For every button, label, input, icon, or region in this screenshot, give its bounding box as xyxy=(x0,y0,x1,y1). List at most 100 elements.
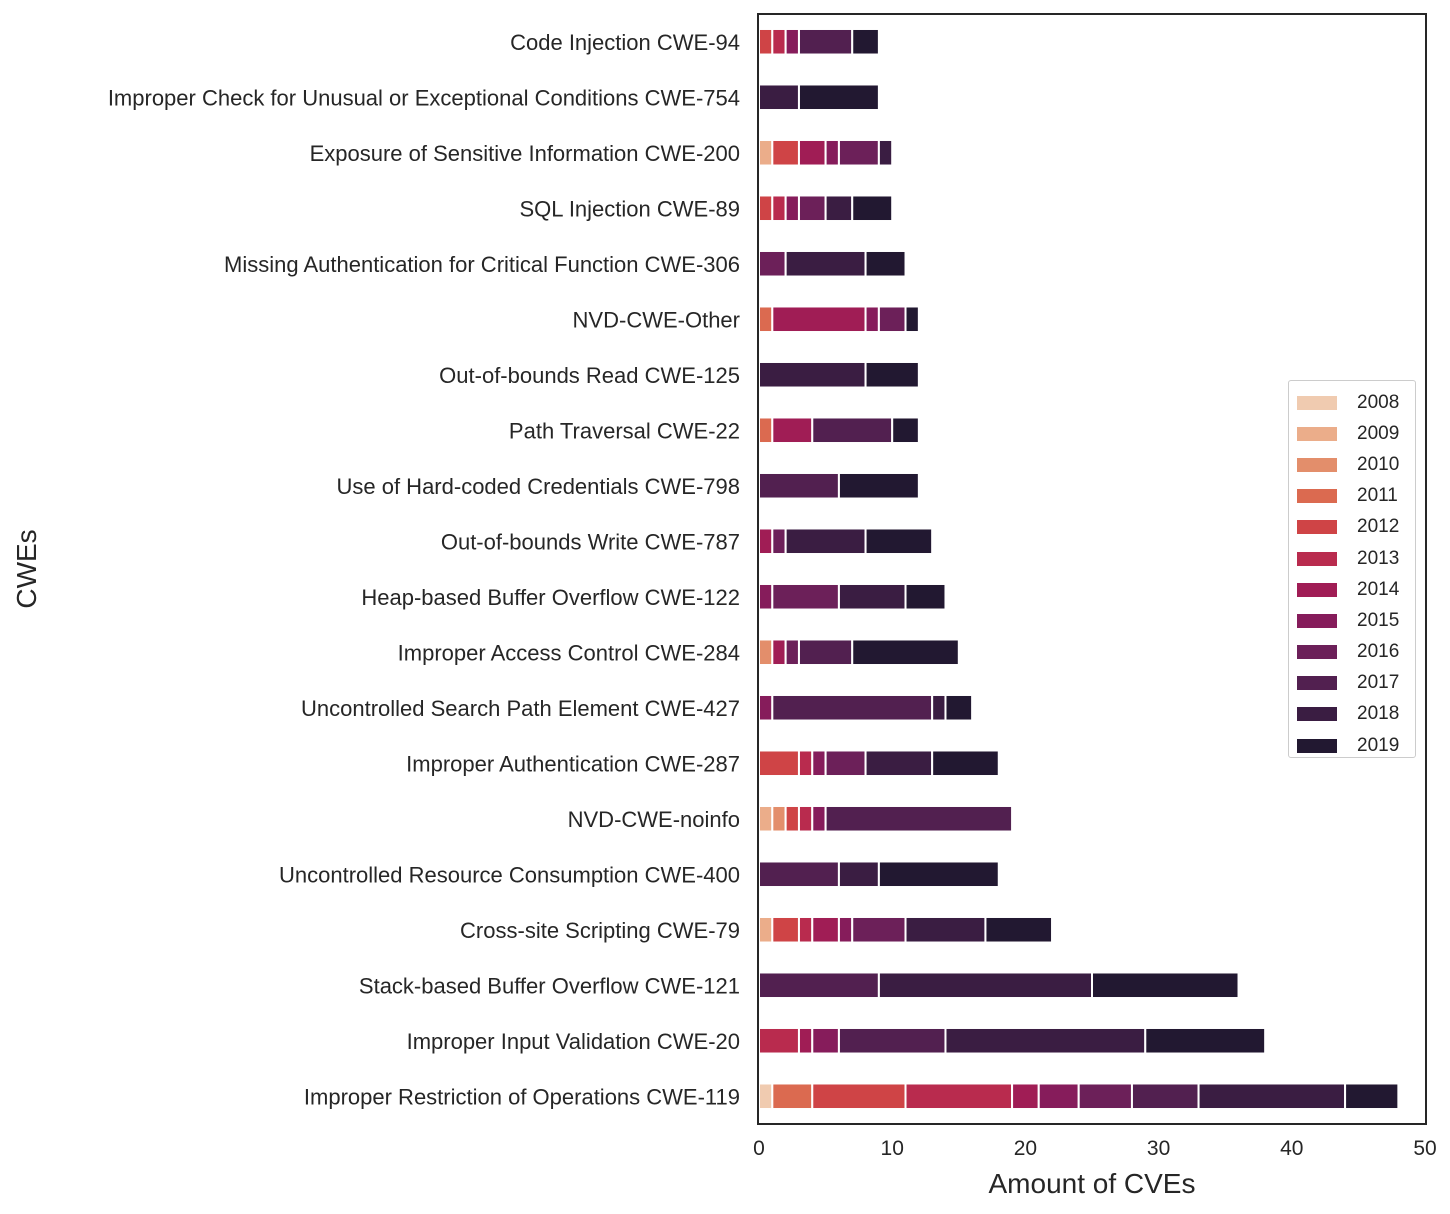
bar-segment xyxy=(758,860,840,889)
legend-swatch xyxy=(1297,520,1337,535)
legend-item: 2017 xyxy=(1297,668,1407,699)
legend-label: 2016 xyxy=(1357,641,1400,663)
legend-label: 2013 xyxy=(1357,547,1400,569)
bar-segment xyxy=(758,915,774,944)
category-label: Improper Authentication CWE-287 xyxy=(406,751,740,776)
bar-segment xyxy=(797,83,880,112)
bar-segment xyxy=(771,1082,814,1111)
legend-swatch xyxy=(1297,707,1337,722)
bar-segment xyxy=(851,27,880,56)
bar-segment xyxy=(771,416,814,445)
bar-segment xyxy=(851,638,960,667)
legend-item: 2016 xyxy=(1297,637,1407,668)
legend-swatch xyxy=(1297,738,1337,753)
bar-segment xyxy=(811,915,840,944)
legend-swatch xyxy=(1297,551,1337,566)
category-label: Stack-based Buffer Overflow CWE-121 xyxy=(359,973,740,998)
bar-segment xyxy=(797,804,814,833)
bar-segment xyxy=(837,1026,947,1055)
x-tick-label: 30 xyxy=(1147,1137,1170,1160)
bar-segment xyxy=(891,416,920,445)
category-label: Heap-based Buffer Overflow CWE-122 xyxy=(361,585,740,610)
bar-segment xyxy=(771,638,787,667)
bar-segment xyxy=(771,27,787,56)
bar-segment xyxy=(811,1082,907,1111)
bar-segment xyxy=(797,915,814,944)
bar-segment xyxy=(771,804,787,833)
category-label: SQL Injection CWE-89 xyxy=(520,196,741,221)
legend-swatch xyxy=(1297,395,1337,410)
category-label: Path Traversal CWE-22 xyxy=(509,418,740,443)
bar-segment xyxy=(758,1026,800,1055)
legend-swatch xyxy=(1297,582,1337,597)
bar-segment xyxy=(771,693,934,722)
x-tick-label: 40 xyxy=(1280,1137,1303,1160)
category-label: Out-of-bounds Write CWE-787 xyxy=(441,529,740,554)
bar-segment xyxy=(824,138,840,167)
bar-segment xyxy=(758,305,774,334)
bar-segment xyxy=(758,194,774,223)
category-label: Uncontrolled Search Path Element CWE-427 xyxy=(301,696,740,721)
bar-segment xyxy=(877,138,894,167)
bar-segment xyxy=(1197,1082,1347,1111)
bar-segment xyxy=(758,804,774,833)
bar-segment xyxy=(797,27,854,56)
bar-segment xyxy=(811,416,894,445)
category-label: NVD-CWE-Other xyxy=(573,307,740,332)
bar-segment xyxy=(904,305,920,334)
legend-label: 2009 xyxy=(1357,422,1400,444)
legend-item: 2018 xyxy=(1297,699,1407,730)
bar-segment xyxy=(904,582,947,611)
legend-item: 2009 xyxy=(1297,418,1407,449)
bar-segment xyxy=(1144,1026,1267,1055)
bar-segment xyxy=(931,749,1000,778)
legend-item: 2011 xyxy=(1297,481,1407,512)
legend-item: 2013 xyxy=(1297,543,1407,574)
x-tick-label: 10 xyxy=(881,1137,904,1160)
legend-swatch xyxy=(1297,426,1337,441)
legend-label: 2017 xyxy=(1357,672,1400,694)
bar-segment xyxy=(851,194,894,223)
category-label: Missing Authentication for Critical Func… xyxy=(224,252,740,277)
legend-swatch xyxy=(1297,676,1337,691)
category-labels: Code Injection CWE-94 Improper Check for … xyxy=(108,30,740,1110)
category-label: Cross-site Scripting CWE-79 xyxy=(460,918,740,943)
bar-segment xyxy=(904,915,987,944)
legend-item: 2015 xyxy=(1297,605,1407,636)
legend-label: 2008 xyxy=(1357,391,1400,413)
bar-segment xyxy=(811,1026,840,1055)
bar-segment xyxy=(758,360,867,389)
bar-segment xyxy=(877,305,907,334)
y-axis-label: CWEs xyxy=(11,529,42,608)
bar-segment xyxy=(837,471,920,500)
bar-segment xyxy=(797,749,814,778)
bar-segment xyxy=(864,360,920,389)
bar-segment xyxy=(771,305,867,334)
category-label: Code Injection CWE-94 xyxy=(510,30,740,55)
bar-segment xyxy=(864,305,880,334)
plot-frame xyxy=(757,13,1427,1125)
bar-segment xyxy=(837,915,854,944)
bar-segment xyxy=(758,27,774,56)
category-label: Use of Hard-coded Credentials CWE-798 xyxy=(336,474,740,499)
bar-segment xyxy=(758,971,880,1000)
category-label: Uncontrolled Resource Consumption CWE-40… xyxy=(279,862,740,887)
legend-label: 2010 xyxy=(1357,453,1400,475)
x-tick-label: 20 xyxy=(1014,1137,1037,1160)
category-label: NVD-CWE-noinfo xyxy=(568,807,740,832)
bar-segment xyxy=(758,582,774,611)
bar-segment xyxy=(944,1026,1147,1055)
legend-label: 2014 xyxy=(1357,578,1400,600)
bar-segment xyxy=(758,83,800,112)
bar-segment xyxy=(771,527,787,556)
bar-segment xyxy=(758,138,774,167)
x-ticks: 0 10 20 30 40 50 xyxy=(753,1137,1437,1160)
bar-segment xyxy=(837,138,880,167)
bar-segment xyxy=(758,416,774,445)
bar-segment xyxy=(931,693,947,722)
bar-segment xyxy=(771,194,787,223)
bar-segment xyxy=(758,693,774,722)
bar-segment xyxy=(1130,1082,1200,1111)
legend-item: 2010 xyxy=(1297,449,1407,480)
bar-segment xyxy=(771,582,840,611)
